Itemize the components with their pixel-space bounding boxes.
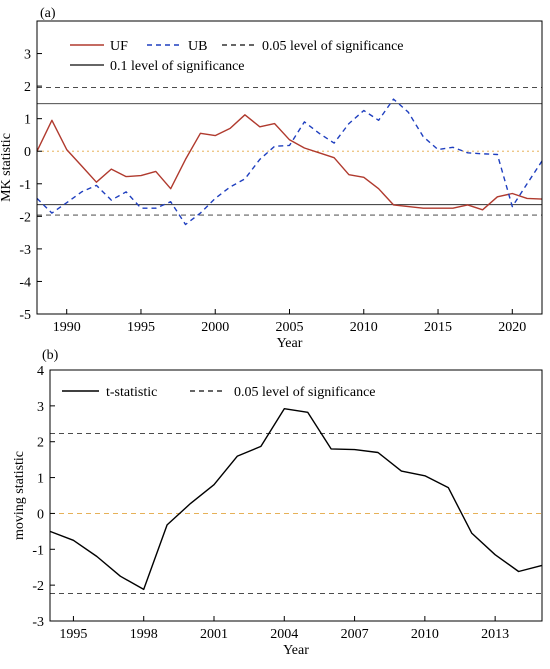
panel-a: 1990 1995 2000 2005 2010 2015 2020 -5 -4 -3 -2 -1 0 1…	[0, 6, 543, 351]
legend-label-01: 0.1 level of significance	[110, 59, 245, 74]
y-tick-label: 3	[24, 48, 31, 63]
y-tick-label: -2	[32, 579, 44, 594]
x-axis-title: Year	[283, 643, 309, 658]
y-tick-label: -2	[19, 210, 31, 225]
legend-label-uf: UF	[110, 39, 128, 54]
series-line-ub	[36, 98, 543, 226]
series-line-uf	[36, 114, 543, 211]
x-tick-label: 1995	[59, 627, 87, 642]
y-tick-label: -4	[19, 275, 31, 290]
y-tick-label: 2	[37, 436, 44, 451]
legend-label-005-b: 0.05 level of significance	[234, 385, 376, 400]
y-tick-label: 0	[24, 145, 31, 160]
x-tick-label: 2020	[498, 320, 526, 335]
y-axis-title: moving statistic	[12, 451, 27, 540]
y-tick-label: -5	[19, 308, 31, 323]
x-tick-label: 1990	[53, 320, 81, 335]
legend-label-t-statistic: t-statistic	[106, 385, 157, 400]
x-tick-label: 2005	[276, 320, 304, 335]
x-tick-label: 2013	[481, 627, 509, 642]
y-tick-label: -3	[32, 615, 44, 630]
y-tick-label: -1	[32, 543, 44, 558]
y-tick-label: -3	[19, 243, 31, 258]
panel-label: (b)	[42, 348, 59, 363]
x-tick-label: 2007	[341, 627, 369, 642]
x-tick-label: 2015	[424, 320, 452, 335]
series-line-t-statistic	[49, 408, 543, 591]
x-tick-label: 2010	[411, 627, 439, 642]
x-tick-label: 2004	[270, 627, 298, 642]
x-tick-label: 2001	[200, 627, 228, 642]
panel-b: 1995 1998 2001 2004 2007 2010 2013 -3 -2 -1 0 1 2 3 4 Y…	[12, 348, 543, 658]
y-tick-label: 2	[24, 80, 31, 95]
y-axis-title: MK statistic	[0, 133, 14, 202]
plot-frame	[49, 369, 543, 622]
panel-label: (a)	[40, 6, 56, 21]
x-tick-label: 1995	[127, 320, 155, 335]
y-tick-label: 4	[37, 364, 44, 379]
legend-label-ub: UB	[188, 39, 207, 54]
x-tick-label: 2000	[201, 320, 229, 335]
y-tick-label: 1	[37, 472, 44, 487]
x-tick-label: 2010	[350, 320, 378, 335]
legend-label-005: 0.05 level of significance	[262, 39, 404, 54]
y-tick-label: 0	[37, 507, 44, 522]
y-tick-label: 1	[24, 113, 31, 128]
y-tick-label: 3	[37, 400, 44, 415]
x-tick-label: 1998	[130, 627, 158, 642]
y-tick-label: -1	[19, 178, 31, 193]
x-axis-title: Year	[277, 336, 303, 351]
